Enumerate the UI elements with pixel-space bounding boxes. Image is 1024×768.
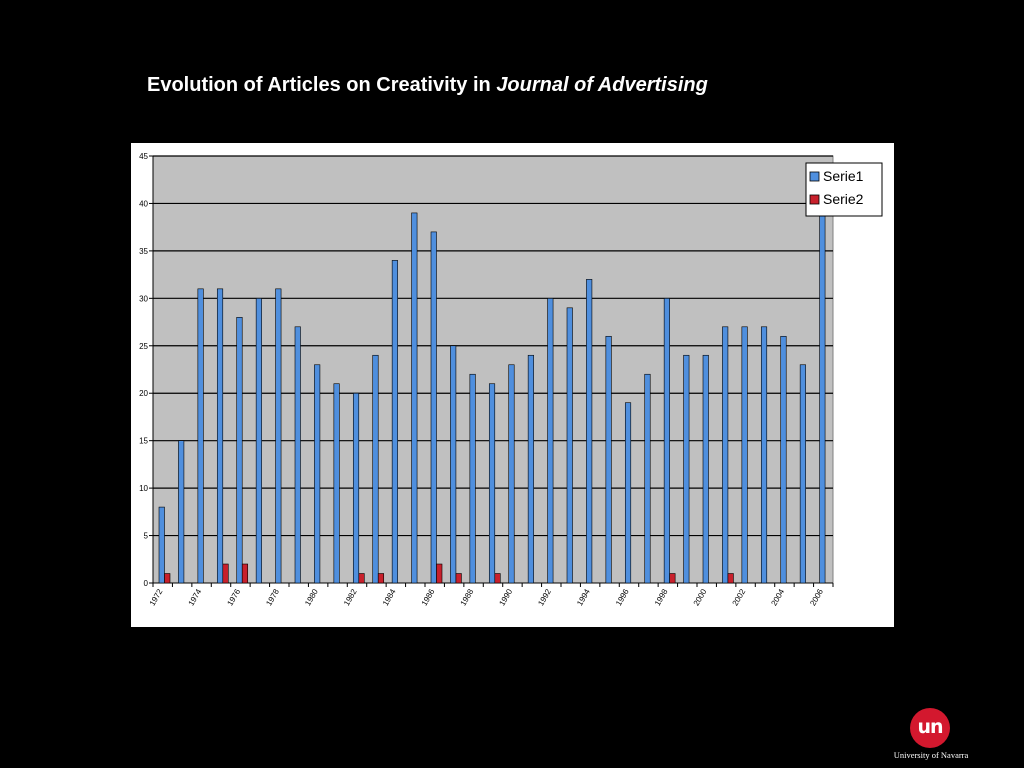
bar-serie1-1977 bbox=[255, 298, 262, 584]
bar-serie1-1980 bbox=[314, 364, 321, 584]
y-tick-label: 5 bbox=[144, 532, 149, 541]
bar-serie1-1986 bbox=[430, 231, 437, 584]
bar-serie1-1996 bbox=[624, 402, 632, 584]
logo-mark: un bbox=[910, 708, 950, 748]
bar-serie1-1995 bbox=[605, 335, 612, 584]
bar-serie1-2002 bbox=[741, 326, 748, 584]
bar-serie2-1982 bbox=[358, 573, 365, 584]
bar-serie1-1979 bbox=[294, 326, 301, 584]
bar-serie1-1999 bbox=[683, 354, 690, 584]
bar-serie2-1987 bbox=[455, 573, 462, 584]
x-tick-label: 1992 bbox=[536, 587, 553, 607]
bar-serie1-1987 bbox=[450, 345, 457, 584]
y-tick-label: 45 bbox=[139, 152, 148, 161]
x-tick-label: 1994 bbox=[575, 587, 592, 607]
x-tick-label: 2000 bbox=[692, 587, 709, 607]
bar-serie2-1983 bbox=[377, 573, 385, 584]
bar-serie2-1989 bbox=[494, 573, 501, 584]
legend-label-serie2: Serie2 bbox=[823, 191, 864, 207]
y-tick-label: 25 bbox=[139, 342, 148, 351]
bar-serie1-1982 bbox=[352, 392, 360, 584]
bar-serie2-1976 bbox=[241, 563, 249, 584]
bar-serie1-1997 bbox=[644, 373, 651, 584]
bar-serie2-1972 bbox=[164, 573, 171, 584]
bar-serie1-1990 bbox=[508, 364, 515, 584]
bar-serie1-1975 bbox=[216, 288, 224, 584]
bar-serie1-1981 bbox=[333, 383, 340, 584]
x-tick-label: 1974 bbox=[187, 587, 204, 607]
title-journal-name: Journal of Advertising bbox=[496, 74, 708, 96]
y-tick-label: 35 bbox=[139, 247, 148, 256]
legend-label-serie1: Serie1 bbox=[823, 168, 864, 184]
bar-serie1-1988 bbox=[469, 373, 476, 584]
university-logo: un University of Navarra bbox=[886, 708, 976, 760]
bar-serie1-2006 bbox=[819, 203, 826, 584]
bar-serie1-1973 bbox=[178, 440, 185, 584]
bar-serie1-1983 bbox=[372, 354, 379, 584]
bar-serie2-1986 bbox=[436, 563, 443, 584]
bar-serie1-1984 bbox=[391, 260, 398, 584]
x-tick-label: 1998 bbox=[653, 587, 670, 607]
x-tick-label: 1986 bbox=[420, 587, 437, 607]
bar-chart: 0 5 10 15 20 25 30 35 40 45 1972 1974 1976 1978 1980 19… bbox=[139, 152, 883, 607]
bar-serie1-1976 bbox=[236, 317, 243, 584]
bar-serie2-2001 bbox=[727, 573, 734, 584]
y-tick-label: 20 bbox=[139, 389, 148, 398]
x-tick-label: 1990 bbox=[497, 587, 514, 607]
x-tick-label: 1984 bbox=[381, 587, 398, 607]
x-tick-label: 1972 bbox=[148, 587, 165, 607]
y-tick-label: 0 bbox=[144, 579, 149, 588]
x-tick-label: 1988 bbox=[459, 587, 476, 607]
y-tick-label: 15 bbox=[139, 437, 148, 446]
x-tick-label: 2002 bbox=[731, 587, 748, 607]
x-tick-label: 1982 bbox=[342, 587, 359, 607]
title-main: Evolution of Articles on Creativity in bbox=[147, 74, 497, 96]
bar-serie1-1992 bbox=[547, 298, 554, 584]
bar-serie1-1993 bbox=[566, 307, 573, 584]
bar-serie2-1975 bbox=[222, 563, 229, 584]
x-tick-label: 1980 bbox=[303, 587, 320, 607]
legend-swatch-serie2 bbox=[809, 194, 820, 205]
bar-serie1-2001 bbox=[722, 326, 729, 584]
bar-serie1-2003 bbox=[760, 326, 768, 584]
legend-swatch-serie1 bbox=[809, 171, 820, 182]
slide-title: Evolution of Articles on Creativity in J… bbox=[147, 74, 708, 97]
bar-serie2-1998 bbox=[669, 573, 676, 584]
chart-panel: 0 5 10 15 20 25 30 35 40 45 1972 1974 1976 1978 1980 19… bbox=[131, 143, 894, 627]
x-tick-label: 1976 bbox=[225, 587, 242, 607]
y-tick-label: 10 bbox=[139, 484, 148, 493]
bar-serie1-1974 bbox=[197, 288, 204, 584]
y-tick-label: 30 bbox=[139, 294, 148, 303]
x-tick-label: 2006 bbox=[808, 587, 825, 607]
bar-serie1-2005 bbox=[799, 364, 806, 584]
x-tick-label: 1978 bbox=[264, 587, 281, 607]
bar-serie1-1972 bbox=[158, 506, 165, 584]
x-tick-label: 2004 bbox=[769, 587, 786, 607]
bar-serie1-1994 bbox=[586, 279, 593, 584]
bar-serie1-1985 bbox=[411, 212, 418, 584]
bar-serie1-1991 bbox=[527, 354, 534, 584]
logo-caption: University of Navarra bbox=[893, 750, 969, 760]
bar-serie1-2004 bbox=[780, 335, 787, 584]
bar-serie1-1989 bbox=[488, 383, 496, 584]
bar-serie1-1978 bbox=[275, 288, 282, 584]
bar-serie1-2000 bbox=[702, 354, 709, 584]
bar-serie1-1998 bbox=[663, 298, 670, 584]
y-tick-label: 40 bbox=[139, 199, 148, 208]
x-tick-label: 1996 bbox=[614, 587, 631, 607]
